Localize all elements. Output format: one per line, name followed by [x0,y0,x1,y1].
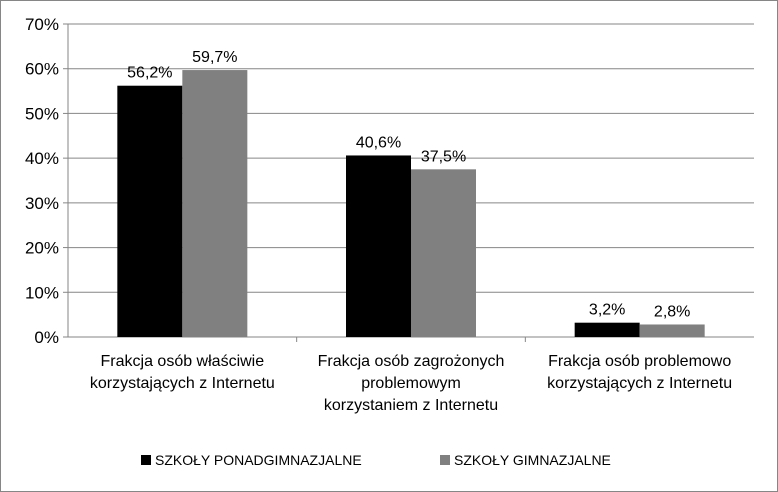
bar [182,70,248,337]
bar [117,85,183,337]
y-tick-label: 50% [25,104,59,123]
legend-swatch [141,455,151,465]
x-category-label: korzystających z Internetu [547,375,732,392]
y-tick-label: 10% [25,283,59,302]
x-category-label: Frakcja osób zagrożonych [318,353,505,370]
legend-swatch [440,455,450,465]
data-label: 40,6% [356,134,401,151]
data-label: 37,5% [421,148,466,165]
y-tick-label: 20% [25,239,59,258]
x-category-label: korzystaniem z Internetu [324,397,498,414]
x-category-label: Frakcja osób problemowo [548,353,731,370]
data-label: 56,2% [127,65,172,82]
data-label: 2,8% [654,303,690,320]
data-label: 3,2% [589,302,625,319]
bar [346,155,411,337]
bar [574,322,640,337]
y-tick-label: 60% [25,60,59,79]
x-category-label: problemowym [361,375,461,392]
y-tick-label: 40% [25,149,59,168]
legend-label: SZKOŁY PONADGIMNAZJALNE [155,452,362,468]
data-label: 59,7% [192,49,237,66]
x-category-label: Frakcja osób właściwie [101,353,265,370]
y-tick-label: 0% [34,328,59,347]
legend-label: SZKOŁY GIMNAZJALNE [454,452,611,468]
x-category-label: korzystających z Internetu [90,375,275,392]
y-tick-label: 70% [25,15,59,34]
bar [639,324,705,337]
bar [411,169,476,337]
y-tick-label: 30% [25,194,59,213]
